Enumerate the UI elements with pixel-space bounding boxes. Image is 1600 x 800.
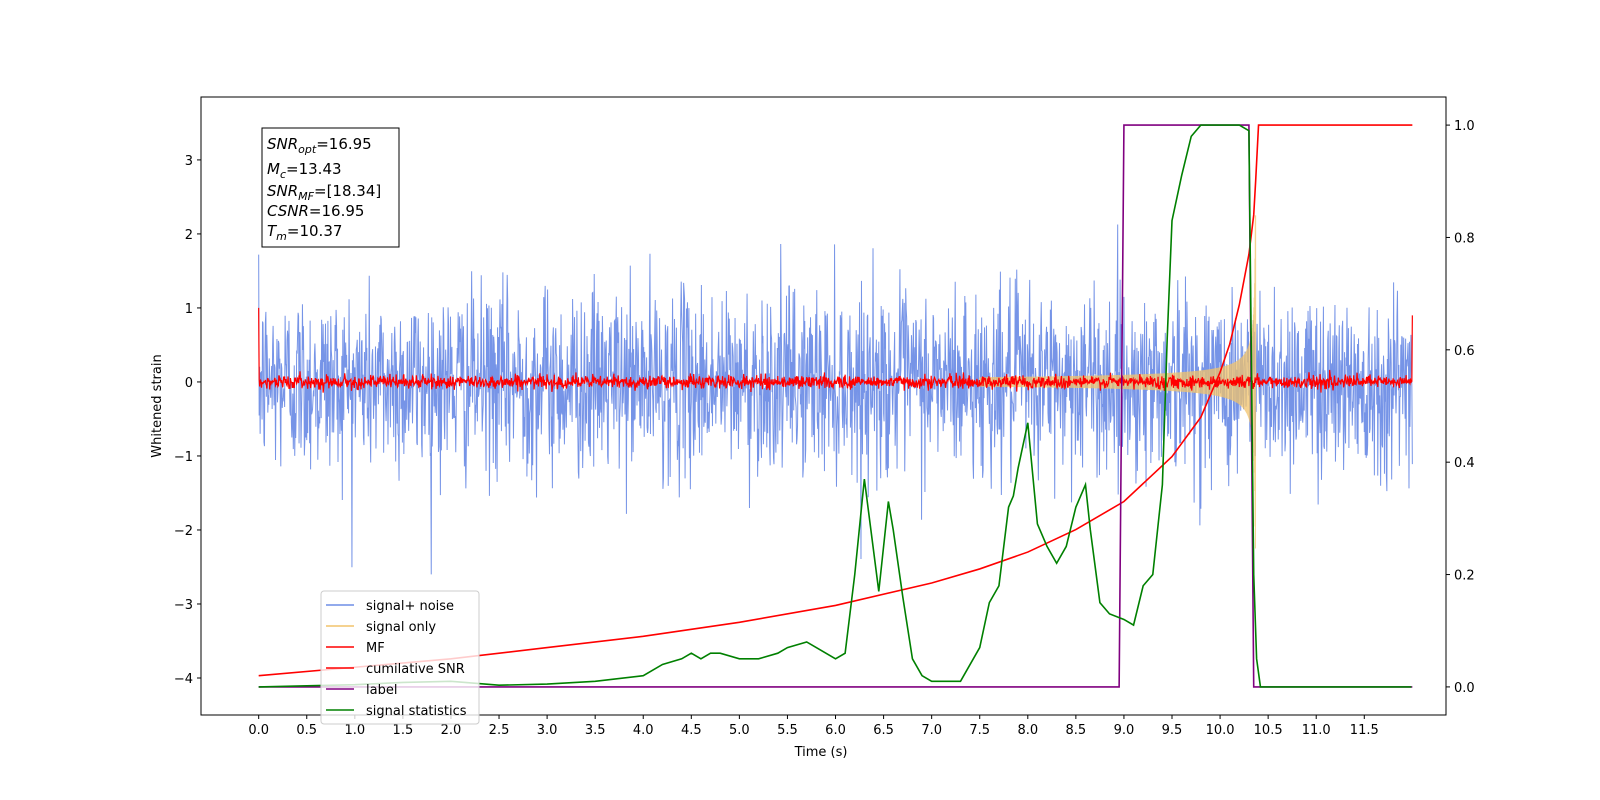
info-tm: Tm=10.37	[267, 222, 342, 243]
legend: signal+ noise signal only MF cumilative …	[320, 590, 480, 725]
legend-label-signal-noise: signal+ noise	[366, 599, 454, 614]
x-tick-label: 8.5	[1066, 723, 1087, 738]
x-tick-label: 11.0	[1302, 723, 1331, 738]
info-snr-opt: SNRopt=16.95	[267, 135, 372, 156]
y-right-tick-label: 0.4	[1454, 456, 1475, 471]
legend-label-signal-statistics: signal statistics	[366, 704, 467, 719]
y-axis-label: Whitened strain	[150, 354, 165, 457]
y-left-tick-label: −1	[174, 450, 193, 465]
legend-label-label: label	[366, 683, 397, 698]
x-axis-label: Time (s)	[794, 745, 848, 760]
x-tick-label: 11.5	[1350, 723, 1379, 738]
x-tick-label: 4.0	[633, 723, 654, 738]
x-tick-label: 6.0	[825, 723, 846, 738]
x-tick-label: 6.5	[873, 723, 894, 738]
y-axis-left-ticks: 3 2 1 0 −1 −2 −3 −4	[174, 154, 201, 687]
x-axis-ticks: 0.0 0.5 1.0 1.5 2.0 2.5 3.0 3.5 4.0 4.5 5.0 5.5 6.0 6…	[248, 715, 1379, 738]
x-tick-label: 9.5	[1162, 723, 1183, 738]
info-tm-symbol: T	[267, 222, 278, 240]
y-right-tick-label: 0.6	[1454, 344, 1475, 359]
info-mc-symbol: M	[267, 160, 280, 178]
x-tick-label: 1.5	[393, 723, 414, 738]
info-snr-opt-sub: opt	[298, 143, 317, 156]
y-right-tick-label: 0.8	[1454, 231, 1475, 246]
y-right-tick-label: 0.0	[1454, 681, 1475, 696]
info-snr-opt-symbol: SNR	[267, 135, 298, 153]
info-mc: Mc=13.43	[267, 160, 342, 181]
legend-label-signal-only: signal only	[366, 620, 436, 635]
series-cumulative-snr	[258, 124, 1413, 677]
x-tick-label: 3.0	[537, 723, 558, 738]
info-snr-mf: SNRMF=[18.34]	[267, 182, 381, 203]
info-mc-value: =13.43	[286, 160, 342, 178]
series-layer	[258, 124, 1413, 688]
series-mf	[258, 307, 1413, 393]
y-left-tick-label: 1	[185, 302, 193, 317]
x-tick-label: 5.5	[777, 723, 798, 738]
x-tick-label: 9.0	[1114, 723, 1135, 738]
x-tick-label: 4.5	[681, 723, 702, 738]
info-snr-opt-value: =16.95	[316, 135, 372, 153]
y-left-tick-label: −2	[174, 524, 193, 539]
x-tick-label: 0.0	[248, 723, 269, 738]
info-box: SNRopt=16.95 Mc=13.43 SNRMF=[18.34] CSNR…	[261, 127, 400, 248]
x-tick-label: 1.0	[344, 723, 365, 738]
x-tick-label: 7.0	[921, 723, 942, 738]
x-tick-label: 5.0	[729, 723, 750, 738]
info-mc-sub: c	[280, 168, 286, 181]
info-snr-mf-value: =[18.34]	[314, 182, 381, 200]
info-tm-sub: m	[276, 230, 287, 243]
info-csnr: CSNR=16.95	[267, 202, 364, 220]
y-left-tick-label: −3	[174, 598, 193, 613]
y-right-tick-label: 1.0	[1454, 119, 1475, 134]
y-axis-right-ticks: 1.0 0.8 0.6 0.4 0.2 0.0	[1446, 119, 1475, 696]
x-tick-label: 8.0	[1017, 723, 1038, 738]
x-tick-label: 7.5	[969, 723, 990, 738]
series-signal-statistics	[258, 124, 1412, 688]
series-signal-noise	[258, 224, 1413, 575]
y-left-tick-label: 2	[185, 228, 193, 243]
y-right-tick-label: 0.2	[1454, 569, 1475, 584]
x-tick-label: 2.5	[489, 723, 510, 738]
x-tick-label: 3.5	[585, 723, 606, 738]
x-tick-label: 10.0	[1206, 723, 1235, 738]
y-left-tick-label: 3	[185, 154, 193, 169]
plot-frame	[200, 96, 1447, 716]
legend-frame	[320, 590, 480, 725]
legend-label-mf: MF	[366, 641, 385, 656]
x-tick-label: 0.5	[296, 723, 317, 738]
info-csnr-value: =16.95	[309, 202, 365, 220]
y-left-tick-label: 0	[185, 376, 193, 391]
info-tm-value: =10.37	[287, 222, 343, 240]
info-snr-mf-sub: MF	[298, 190, 314, 203]
info-box-frame	[261, 127, 400, 248]
x-tick-label: 10.5	[1254, 723, 1283, 738]
info-csnr-symbol: CSNR	[267, 202, 309, 220]
x-tick-label: 2.0	[441, 723, 462, 738]
info-snr-mf-symbol: SNR	[267, 182, 298, 200]
legend-label-cumulative-snr: cumilative SNR	[366, 662, 465, 677]
y-left-tick-label: −4	[174, 672, 193, 687]
